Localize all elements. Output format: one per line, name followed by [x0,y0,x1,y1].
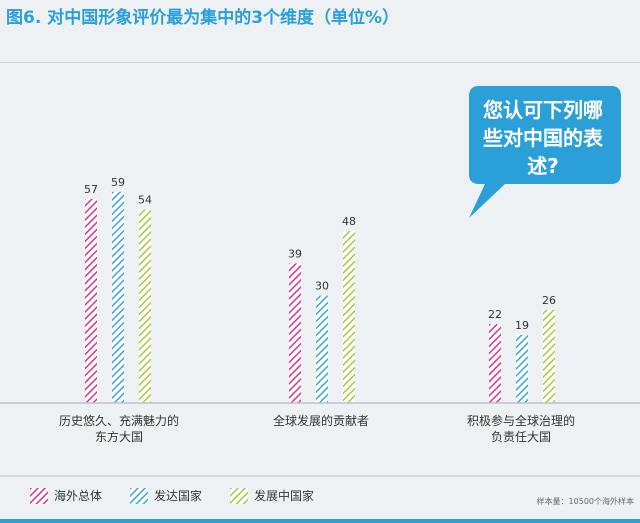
callout-bubble [469,86,621,218]
bar-2-3 [516,334,528,403]
legend-swatch-3 [230,487,248,504]
chart-title: 图6. 对中国形象评价最为集中的3个维度（单位%） [6,8,400,28]
category-label-2: 全球发展的贡献者 [272,414,369,428]
category-label-3: 积极参与全球治理的 负责任大国 [466,414,575,444]
data-label-3-2: 48 [342,215,356,228]
legend-label-2: 发达国家 [154,489,203,503]
data-label-2-3: 19 [515,319,529,332]
legend-item-2: 发达国家 [130,487,202,504]
legend-label-1: 海外总体 [54,489,103,503]
bottom-accent-bar [0,519,640,523]
bar-3-2 [343,231,355,403]
legend-label-3: 发展中国家 [254,489,315,503]
data-label-3-3: 26 [542,294,556,307]
bar-3-1 [139,209,151,403]
legend-item-3: 发展中国家 [230,487,314,504]
data-label-1-3: 22 [488,308,502,321]
legend: 海外总体 发达国家 发展中国家 [30,487,630,509]
data-label-1-1: 57 [84,183,98,196]
callout-text: 您认可下列哪些对中国的表述? [483,98,603,178]
bar-1-1 [85,198,97,403]
data-label-2-1: 59 [111,176,125,189]
legend-swatch-2 [130,487,148,504]
data-label-1-2: 39 [288,247,302,260]
legend-swatch-1 [30,487,48,504]
title-divider [0,62,640,63]
bar-1-3 [489,324,501,403]
bar-2-1 [112,191,124,403]
bar-2-2 [316,295,328,403]
category-label-1: 历史悠久、充满魅力的 东方大国 [58,414,179,444]
data-label-2-2: 30 [315,280,329,293]
legend-item-1: 海外总体 [30,487,102,504]
sample-note: 样本量：10500个海外样本 [536,497,634,506]
data-label-3-1: 54 [138,194,152,207]
bar-1-2 [289,263,301,403]
bar-3-3 [543,309,555,403]
